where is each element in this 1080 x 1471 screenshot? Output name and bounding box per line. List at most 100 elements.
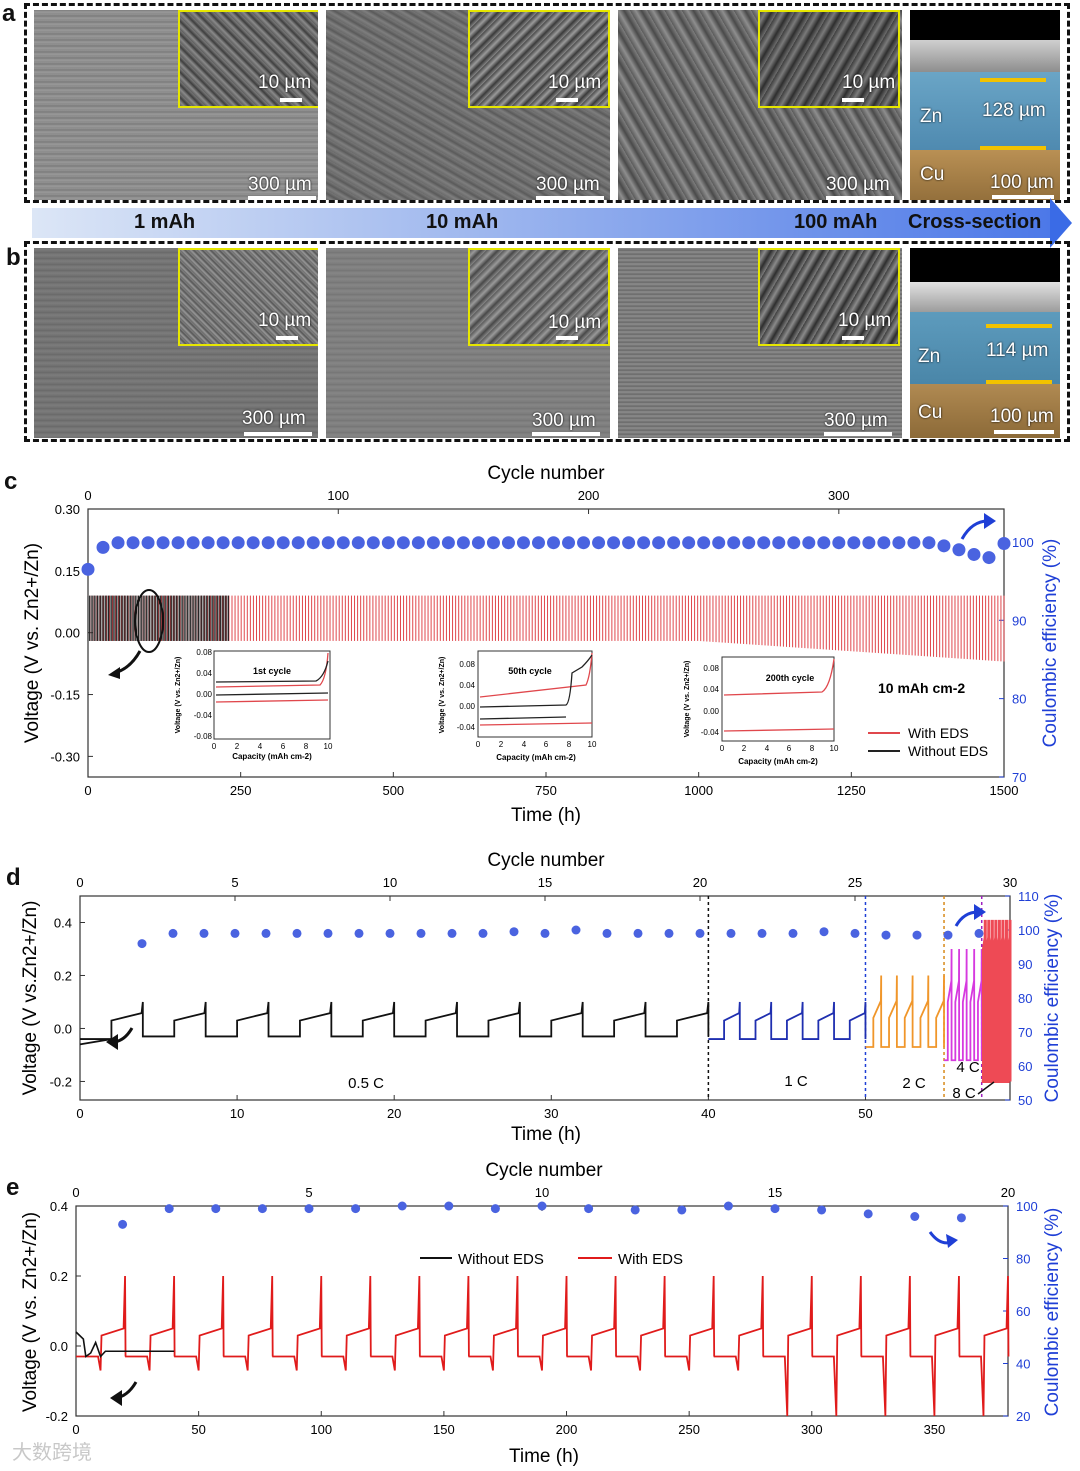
ce-point [982, 551, 996, 565]
y-tick-label: 0.00 [55, 626, 80, 641]
cs-scale-label: 100 µm [990, 172, 1054, 193]
ce-point [910, 1212, 920, 1221]
panel-letter-b: b [6, 244, 21, 271]
x-tick-label: 200 [556, 1422, 578, 1437]
x-tick-label: 300 [801, 1422, 823, 1437]
inset-200th-cycle: 200th cycle 0.08 0.04 0.00 -0.04 0 2 4 6… [684, 656, 839, 766]
ce-point [397, 1201, 407, 1211]
inset-scalebar [842, 336, 864, 340]
main-scalebar [248, 196, 316, 200]
x-tick-label: 1500 [990, 783, 1019, 798]
y-tick-label: 0.4 [54, 915, 72, 930]
x-tick-label: 1000 [684, 783, 713, 798]
inset-ytick: 0.08 [703, 664, 719, 673]
y-axis-label: Voltage (V vs. Zn2+/Zn) [20, 1212, 41, 1412]
ce-point [351, 536, 365, 550]
ce-point [817, 536, 831, 550]
without-eds-curve [75, 1331, 175, 1359]
inset-xlabel: Capacity (mAh cm-2) [496, 753, 576, 762]
ce-point [907, 536, 921, 550]
y2-tick-label: 80 [1012, 692, 1026, 707]
x-axis-label: Time (h) [509, 1446, 579, 1467]
chart-e: Cycle number 0 5 10 15 20 0 50 100 150 200 250 300… [20, 1160, 1063, 1467]
x-ticks: 0 10 20 30 40 50 [76, 1095, 873, 1121]
inset-ytick: 0.08 [459, 660, 475, 669]
ce-point [366, 536, 380, 550]
ce-point [171, 536, 185, 550]
y-tick-label: 0.2 [54, 968, 72, 983]
sem-row-a: 10 µm 300 µm 10 µm 300 µm 10 µm 300 µm Z… [24, 3, 1070, 203]
zn-label: Zn [920, 106, 943, 127]
y2-ticks: 50 60 70 80 90 100 110 [1005, 889, 1040, 1108]
ce-point [847, 536, 861, 550]
ce-point [336, 536, 350, 550]
x-tick-label: 250 [678, 1422, 700, 1437]
ce-point [516, 536, 530, 550]
ce-point [757, 536, 771, 550]
inset-ytick: 0.00 [196, 690, 212, 699]
ce-point [257, 1204, 267, 1214]
cs-surface [910, 40, 1060, 72]
voltage-curve-4C [944, 948, 983, 1062]
rate-label-8c: 8 C [952, 1085, 976, 1102]
ce-point [164, 1204, 174, 1214]
main-scalebar [826, 196, 894, 200]
y2-tick-label: 90 [1012, 613, 1026, 628]
inset-xtick: 8 [810, 744, 815, 753]
top-axis-label: Cycle number [487, 463, 605, 484]
legend: Without EDS With EDS [420, 1251, 683, 1268]
cu-label: Cu [920, 164, 945, 185]
top-tick-label: 300 [828, 488, 850, 503]
main-scale-label: 300 µm [536, 174, 600, 195]
y-tick-label: 0.4 [50, 1199, 68, 1214]
ce-point [863, 1209, 873, 1219]
inset-xtick: 6 [281, 742, 286, 751]
y2-tick-label: 80 [1016, 1252, 1030, 1267]
y2-tick-label: 100 [1016, 1199, 1038, 1214]
ce-point [742, 536, 756, 550]
ce-point [292, 928, 302, 938]
y-axis-label: Voltage (V vs. Zn2+/Zn) [22, 543, 43, 743]
ce-point [817, 1205, 827, 1215]
inset-without-eds-discharge [479, 716, 567, 720]
ce-point [509, 927, 519, 937]
top-axis-title: Cycle number [487, 463, 605, 484]
y2-axis-label: Coulombic efficiency (%) [1042, 1208, 1063, 1417]
inset-ylabel: Voltage (V vs. Zn2+/Zn) [175, 657, 182, 734]
inset-xtick: 4 [522, 740, 527, 749]
top-tick-label: 5 [305, 1185, 312, 1200]
ce-point [321, 536, 335, 550]
cross-section-b: Zn 114 µm Cu 100 µm [910, 248, 1060, 438]
ce-point [411, 536, 425, 550]
ce-point [276, 536, 290, 550]
y-tick-label: -0.15 [50, 688, 80, 703]
ce-point [531, 536, 545, 550]
y-tick-label: 0.15 [55, 564, 80, 579]
cs-vacuum [910, 248, 1060, 282]
y2-ticks: 20 40 60 80 100 [1003, 1199, 1038, 1424]
inset-scalebar [842, 98, 864, 102]
ce-point [937, 539, 951, 553]
ce-point [832, 536, 846, 550]
inset-xtick: 10 [324, 742, 333, 751]
ce-point [540, 928, 550, 938]
sem-row-b: 10 µm 300 µm 10 µm 300 µm 10 µm 300 µm Z… [24, 241, 1070, 442]
x-tick-label: 0 [84, 783, 91, 798]
ce-point [441, 536, 455, 550]
ce-point [486, 536, 500, 550]
ce-point [956, 1213, 966, 1223]
rate-label-4c: 4 C [956, 1059, 980, 1076]
top-tick-label: 20 [1001, 1185, 1015, 1200]
inset-with-eds-charge [479, 652, 593, 698]
top-tick-label: 10 [535, 1185, 549, 1200]
left-axis-arrowhead [106, 1034, 118, 1050]
ce-point [199, 928, 209, 938]
inset-xtick: 6 [544, 740, 549, 749]
inset-scale-label: 10 µm [548, 72, 602, 93]
zn-label: Zn [918, 346, 941, 367]
ce-point [381, 536, 395, 550]
sem-image-a3: 10 µm 300 µm [618, 10, 902, 200]
legend: With EDS Without EDS [868, 725, 988, 759]
x-tick-label: 350 [924, 1422, 946, 1437]
voltage-curve-1C [708, 1001, 867, 1040]
